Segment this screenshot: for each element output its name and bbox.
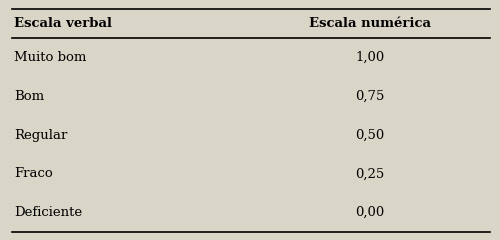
Text: 0,75: 0,75 <box>356 90 384 103</box>
Text: Bom: Bom <box>14 90 44 103</box>
Text: 0,00: 0,00 <box>356 206 384 219</box>
Text: Fraco: Fraco <box>14 167 53 180</box>
Text: Escala numérica: Escala numérica <box>309 17 431 30</box>
Text: Muito bom: Muito bom <box>14 51 86 64</box>
Text: Escala verbal: Escala verbal <box>14 17 112 30</box>
Text: 0,25: 0,25 <box>356 167 384 180</box>
Text: Regular: Regular <box>14 128 68 142</box>
Text: 0,50: 0,50 <box>356 128 384 142</box>
Text: Deficiente: Deficiente <box>14 206 82 219</box>
Text: 1,00: 1,00 <box>356 51 384 64</box>
